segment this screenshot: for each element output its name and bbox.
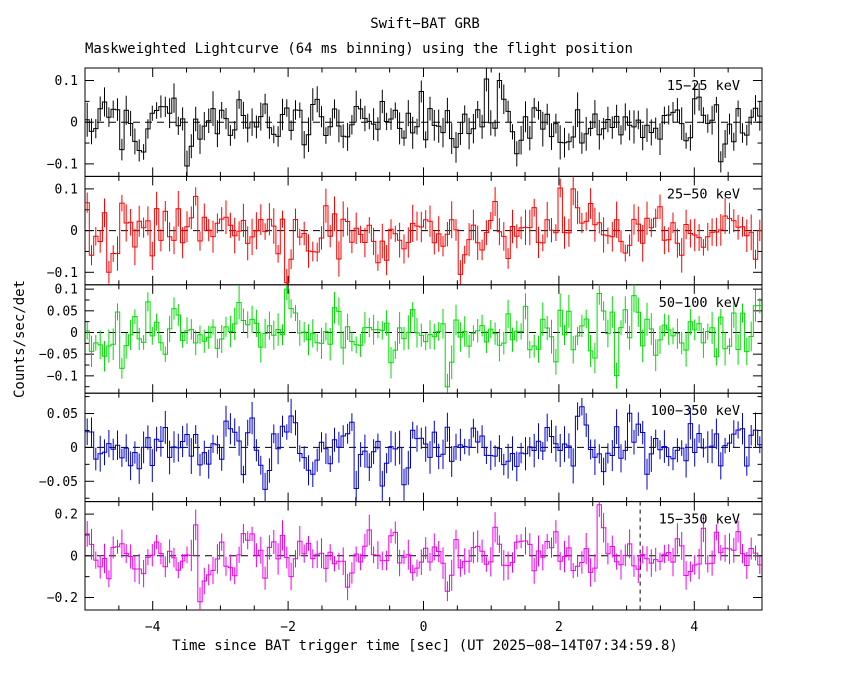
- x-tick-label: −4: [145, 620, 161, 635]
- x-tick-label: 4: [690, 620, 698, 635]
- y-tick-label: 0.1: [55, 74, 78, 89]
- y-tick-label: −0.1: [47, 369, 78, 384]
- y-tick-label: 0.05: [47, 407, 78, 422]
- lightcurve-step: [85, 78, 762, 167]
- y-tick-label: 0.1: [55, 182, 78, 197]
- panel-15−25-keV: 0.1 0 −0.1 15−25 keV: [47, 67, 763, 177]
- x-tick-label: 0: [420, 620, 428, 635]
- y-tick-label: −0.2: [47, 591, 78, 606]
- error-bars: [86, 284, 761, 394]
- y-tick-label: 0.1: [55, 283, 78, 298]
- panel-50−100-keV: 0.1 0.05 0 −0.05 −0.1 50−100 keV: [39, 283, 763, 394]
- y-tick-label: 0: [70, 116, 78, 131]
- y-axis-label: Counts/sec/det: [12, 279, 28, 399]
- x-tick-label: −2: [280, 620, 296, 635]
- y-tick-label: −0.05: [39, 475, 78, 490]
- y-tick-label: 0.2: [55, 508, 78, 523]
- chart-title: Swift−BAT GRB: [370, 16, 480, 32]
- energy-band-label: 50−100 keV: [659, 295, 740, 311]
- energy-band-label: 25−50 keV: [667, 186, 740, 202]
- energy-band-label: 100−350 keV: [651, 403, 740, 419]
- panel-25−50-keV: 0.1 0 −0.1 25−50 keV: [47, 175, 763, 286]
- x-tick-label: 2: [555, 620, 563, 635]
- error-bars: [86, 68, 761, 177]
- y-tick-label: −0.05: [39, 348, 78, 363]
- error-bars: [86, 398, 761, 502]
- y-tick-label: 0: [70, 441, 78, 456]
- panel-15−350-keV: 0.2 0 −0.2 15−350 keV: [47, 501, 763, 611]
- x-axis-label: Time since BAT trigger time [sec] (UT 20…: [172, 638, 678, 654]
- chart-subtitle: Maskweighted Lightcurve (64 ms binning) …: [85, 41, 633, 57]
- error-bars: [86, 501, 761, 611]
- error-bars: [86, 176, 761, 285]
- lightcurve-step: [85, 406, 762, 490]
- y-tick-label: 0: [70, 326, 78, 341]
- energy-band-label: 15−350 keV: [659, 512, 740, 528]
- y-tick-label: −0.1: [47, 266, 78, 281]
- energy-band-label: 15−25 keV: [667, 78, 740, 94]
- y-tick-label: −0.1: [47, 157, 78, 172]
- y-tick-label: 0: [70, 549, 78, 564]
- lightcurve-step: [85, 187, 762, 284]
- panel-100−350-keV: 0.05 0 −0.05 100−350 keV: [39, 392, 763, 503]
- y-tick-label: 0: [70, 224, 78, 239]
- lightcurve-step: [85, 288, 762, 388]
- y-tick-label: 0.05: [47, 304, 78, 319]
